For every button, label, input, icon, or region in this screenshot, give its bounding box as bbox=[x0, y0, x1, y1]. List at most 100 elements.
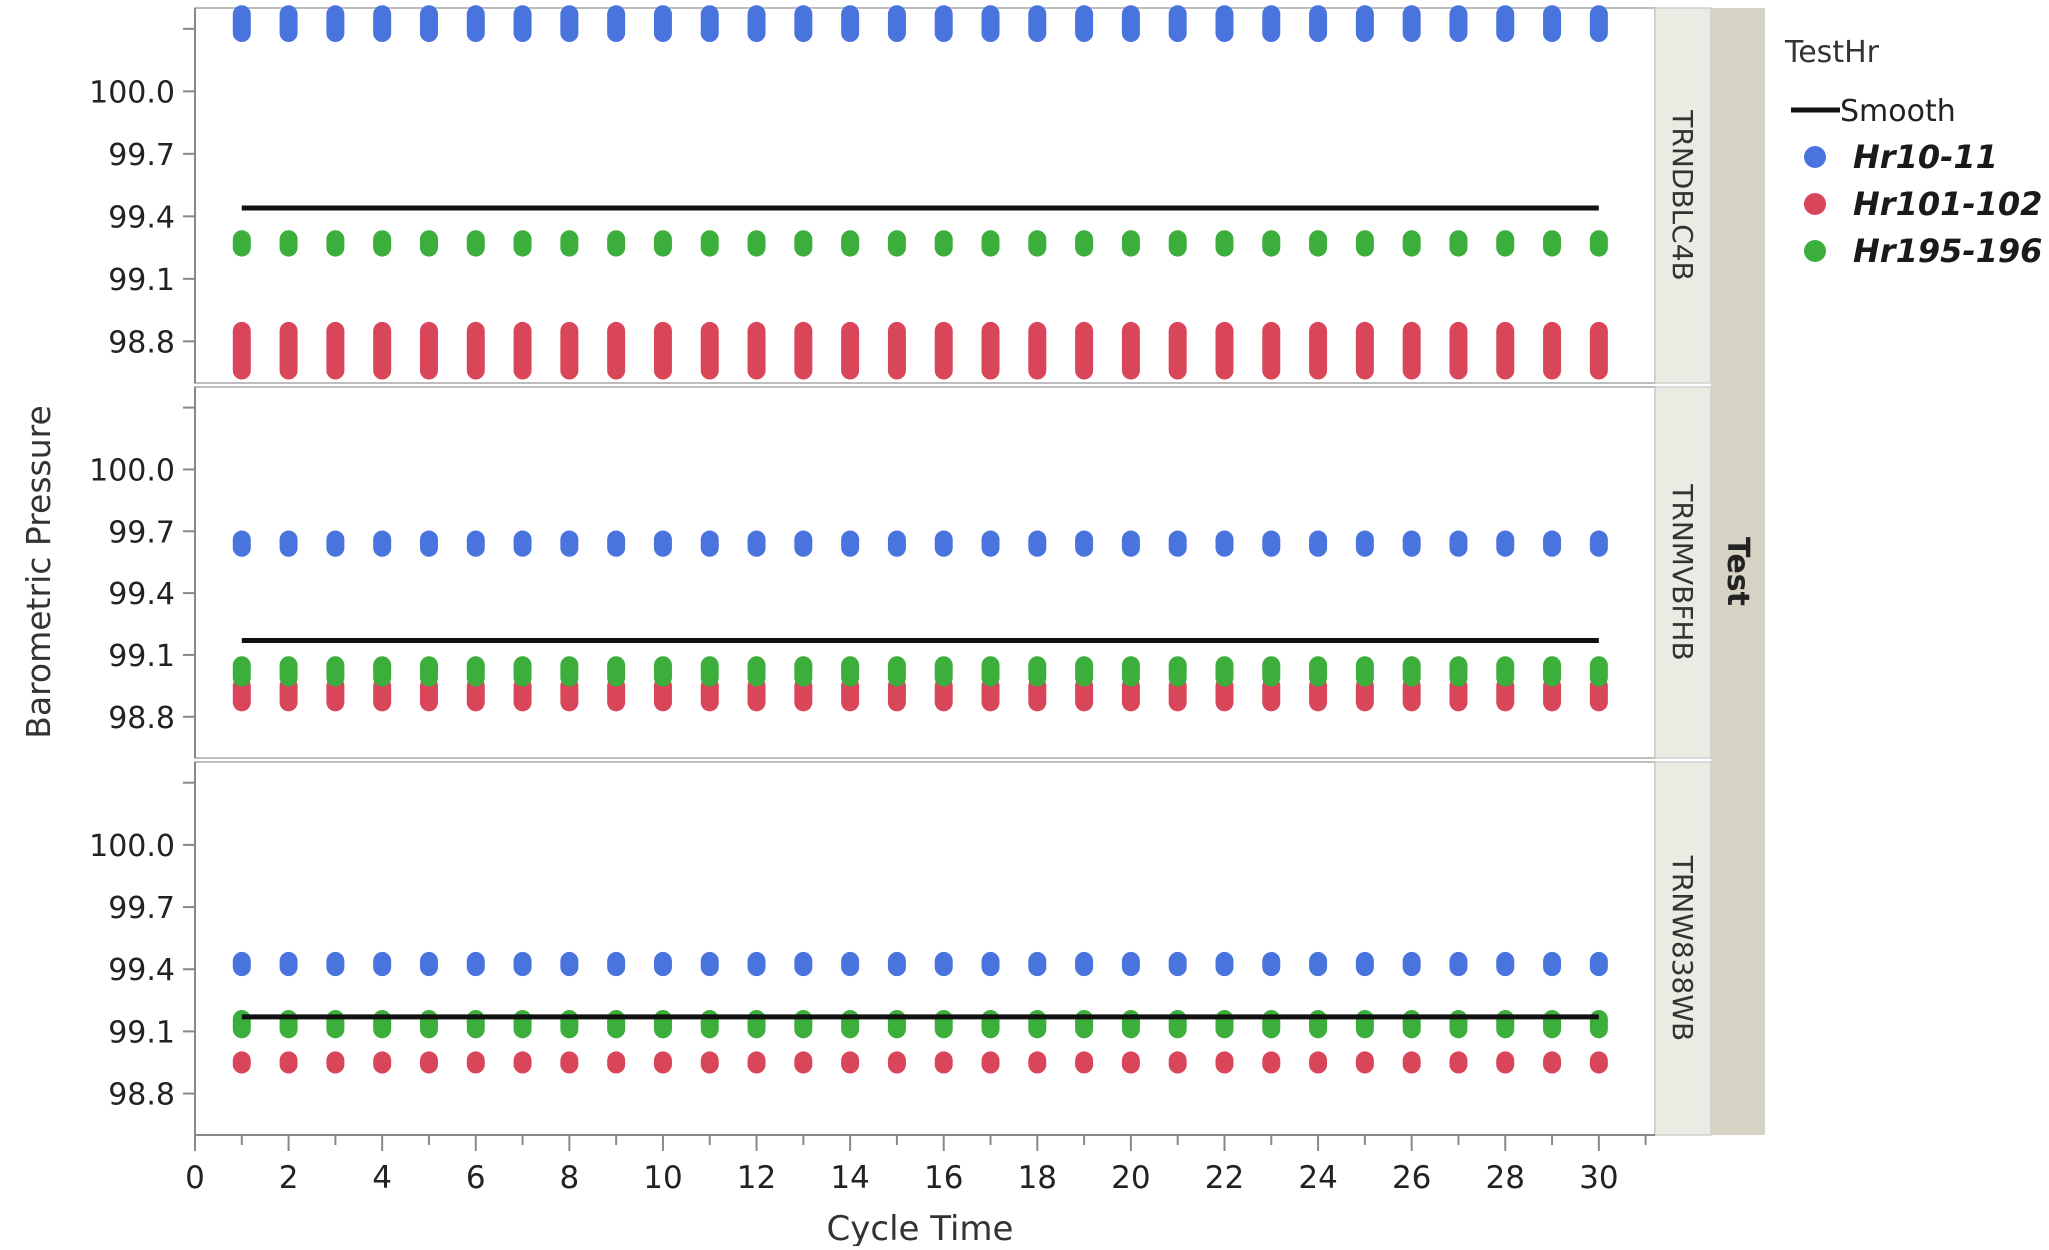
data-point bbox=[279, 951, 298, 977]
data-point bbox=[841, 656, 860, 687]
data-point bbox=[1168, 656, 1187, 687]
data-point bbox=[1543, 1051, 1562, 1074]
x-tick-label: 16 bbox=[924, 1160, 963, 1196]
data-point bbox=[1402, 656, 1421, 687]
data-point bbox=[1449, 530, 1468, 557]
data-point bbox=[794, 656, 813, 687]
y-tick-label: 99.4 bbox=[108, 200, 175, 235]
data-point bbox=[700, 1009, 719, 1039]
series-hr101-102 bbox=[232, 676, 1608, 712]
data-point bbox=[887, 230, 906, 257]
y-tick-label: 100.0 bbox=[89, 453, 175, 488]
data-point bbox=[1215, 321, 1234, 380]
data-point bbox=[1075, 321, 1094, 380]
data-point bbox=[279, 1051, 298, 1074]
data-point bbox=[513, 230, 532, 257]
data-point bbox=[326, 676, 345, 712]
data-point bbox=[1589, 1009, 1608, 1039]
data-point bbox=[1543, 321, 1562, 380]
data-point bbox=[1496, 1009, 1515, 1039]
data-point bbox=[513, 656, 532, 687]
data-point bbox=[1075, 1009, 1094, 1039]
data-point bbox=[1496, 656, 1515, 687]
data-point bbox=[607, 1009, 626, 1039]
data-point bbox=[1543, 951, 1562, 977]
data-point bbox=[1215, 676, 1234, 712]
data-point bbox=[700, 530, 719, 557]
legend-marker bbox=[1804, 146, 1826, 168]
y-tick-label: 99.4 bbox=[108, 953, 175, 988]
data-point bbox=[653, 656, 672, 687]
data-point bbox=[373, 321, 392, 380]
panel-strip bbox=[1654, 7, 1712, 384]
data-point bbox=[700, 321, 719, 380]
data-point bbox=[747, 656, 766, 687]
data-point bbox=[1309, 530, 1328, 557]
data-point bbox=[1589, 1051, 1608, 1074]
data-point bbox=[747, 230, 766, 257]
data-point bbox=[466, 951, 485, 977]
data-point bbox=[1402, 5, 1421, 42]
data-point bbox=[373, 5, 392, 42]
legend-entry-label: Hr101-102 bbox=[1853, 185, 2042, 223]
data-point bbox=[1355, 1009, 1374, 1039]
data-point bbox=[419, 951, 438, 977]
data-point bbox=[1262, 1009, 1281, 1039]
data-point bbox=[1215, 230, 1234, 257]
data-point bbox=[1028, 230, 1047, 257]
group-strip bbox=[1711, 8, 1765, 1135]
data-point bbox=[232, 230, 251, 257]
data-point bbox=[279, 530, 298, 557]
data-point bbox=[887, 676, 906, 712]
data-point bbox=[1496, 951, 1515, 977]
panels-layer: TRNDBLC4B 98.8 99.1 99.4 99.7 100.0 TRNMVBFHB 9… bbox=[89, 5, 1712, 1136]
panel-trnw838wb: TRNW838WB 98.8 99.1 99.4 99.7 100.0 bbox=[89, 761, 1712, 1136]
data-point bbox=[841, 321, 860, 380]
data-point bbox=[373, 1009, 392, 1039]
data-point bbox=[841, 230, 860, 257]
data-point bbox=[1168, 676, 1187, 712]
data-point bbox=[1309, 656, 1328, 687]
x-tick-label: 14 bbox=[830, 1160, 869, 1196]
data-point bbox=[607, 676, 626, 712]
data-point bbox=[513, 530, 532, 557]
data-point bbox=[373, 951, 392, 977]
data-point bbox=[232, 5, 251, 42]
data-point bbox=[560, 676, 579, 712]
data-point bbox=[1402, 230, 1421, 257]
x-tick-label: 20 bbox=[1111, 1160, 1150, 1196]
data-point bbox=[560, 1009, 579, 1039]
data-point bbox=[1215, 1009, 1234, 1039]
data-point bbox=[419, 1009, 438, 1039]
x-tick-label: 28 bbox=[1486, 1160, 1525, 1196]
series-hr10-11 bbox=[232, 530, 1608, 557]
data-point bbox=[1449, 1009, 1468, 1039]
data-point bbox=[513, 951, 532, 977]
data-point bbox=[1262, 530, 1281, 557]
data-point bbox=[1402, 676, 1421, 712]
data-point bbox=[981, 530, 1000, 557]
data-point bbox=[1543, 5, 1562, 42]
data-point bbox=[1028, 530, 1047, 557]
x-tick-label: 26 bbox=[1392, 1160, 1431, 1196]
data-point bbox=[560, 5, 579, 42]
y-tick-label: 99.7 bbox=[108, 891, 175, 926]
data-point bbox=[841, 1009, 860, 1039]
data-point bbox=[419, 5, 438, 42]
data-point bbox=[232, 1051, 251, 1074]
data-point bbox=[466, 1051, 485, 1074]
data-point bbox=[279, 676, 298, 712]
data-point bbox=[1121, 656, 1140, 687]
data-point bbox=[513, 321, 532, 380]
data-point bbox=[794, 1051, 813, 1074]
data-point bbox=[934, 676, 953, 712]
data-point bbox=[841, 530, 860, 557]
data-point bbox=[653, 5, 672, 42]
data-point bbox=[934, 1009, 953, 1039]
data-point bbox=[841, 676, 860, 712]
data-point bbox=[1262, 1051, 1281, 1074]
data-point bbox=[1168, 5, 1187, 42]
data-point bbox=[1121, 1009, 1140, 1039]
y-tick-label: 98.8 bbox=[108, 1078, 175, 1113]
